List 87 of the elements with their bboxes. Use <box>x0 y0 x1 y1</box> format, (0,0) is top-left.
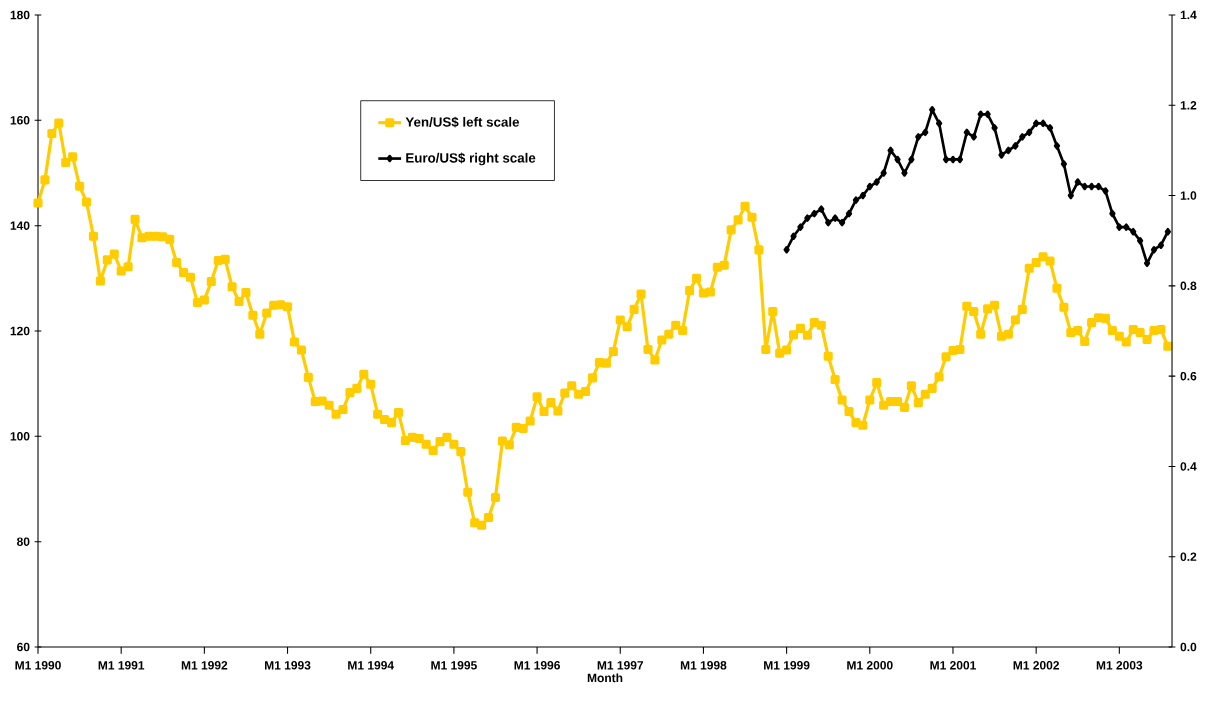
point <box>1102 187 1109 195</box>
x-tick-label: M1 2000 <box>847 661 893 670</box>
point <box>956 155 964 164</box>
point <box>1130 227 1137 236</box>
point <box>935 119 943 128</box>
point <box>866 182 873 191</box>
point <box>1046 124 1054 132</box>
x-tick-label: M1 1997 <box>597 661 644 670</box>
y2-tick-label: 0.4 <box>1180 462 1197 471</box>
point <box>790 232 797 240</box>
x-tick-label: M1 1992 <box>181 661 228 670</box>
x-tick-label: M1 1996 <box>514 661 560 670</box>
point <box>818 205 825 213</box>
legend-label: Euro/US$ right scale <box>406 152 536 166</box>
x-tick-label: M1 1990 <box>15 661 61 670</box>
point <box>1074 178 1081 186</box>
point <box>1053 142 1061 150</box>
y-tick-label: 160 <box>10 116 30 125</box>
point <box>1060 160 1068 168</box>
point <box>880 169 887 177</box>
point <box>963 128 970 137</box>
y2-tick-label: 0.0 <box>1180 642 1197 652</box>
point <box>998 151 1005 159</box>
point <box>977 110 984 119</box>
point <box>1039 119 1047 128</box>
point <box>832 214 839 222</box>
point <box>797 223 804 231</box>
x-tick-label: M1 1995 <box>431 661 477 670</box>
y-tick-label: 180 <box>10 10 30 20</box>
x-tick-label: M1 1991 <box>98 661 145 670</box>
point <box>1019 133 1026 141</box>
point <box>929 106 936 114</box>
point <box>1088 182 1095 191</box>
x-tick-label: M1 1998 <box>680 661 727 670</box>
point <box>894 155 901 164</box>
point <box>1116 223 1123 231</box>
point <box>1150 246 1158 254</box>
point <box>984 110 991 119</box>
x-tick-label: M1 1994 <box>348 661 394 670</box>
point <box>811 209 818 218</box>
legend-label: Yen/US$ left scale <box>405 116 520 128</box>
y2-tick-label: 1.0 <box>1180 191 1197 200</box>
point <box>887 146 894 155</box>
x-tick-label: M1 2003 <box>1096 661 1143 670</box>
y-tick-label: 80 <box>16 537 30 546</box>
point <box>825 218 832 227</box>
x-axis-title: Month <box>587 673 623 683</box>
point <box>949 155 957 164</box>
point <box>1109 209 1116 218</box>
point <box>1026 128 1033 137</box>
point <box>1123 223 1130 231</box>
point <box>859 191 867 200</box>
point <box>1033 119 1040 128</box>
y-tick-label: 60 <box>17 642 30 652</box>
point <box>1143 259 1151 268</box>
y2-tick-label: 0.6 <box>1180 371 1197 381</box>
point <box>1136 236 1144 245</box>
x-tick-label: M1 1999 <box>764 661 810 670</box>
point <box>845 209 853 218</box>
point <box>804 214 811 222</box>
point <box>783 246 790 254</box>
point <box>1095 182 1102 191</box>
y-tick-label: 100 <box>10 432 30 441</box>
point <box>991 124 998 132</box>
point <box>970 133 977 141</box>
point <box>873 178 880 186</box>
point <box>901 169 908 177</box>
point <box>1005 146 1012 155</box>
point <box>942 155 950 164</box>
y-tick-label: 140 <box>10 221 30 230</box>
y-tick-label: 120 <box>10 326 30 336</box>
x-tick-label: M1 2001 <box>930 661 976 670</box>
point <box>922 128 929 137</box>
point <box>1081 182 1088 191</box>
y2-tick-label: 0.8 <box>1180 281 1197 291</box>
point <box>838 218 846 227</box>
point <box>1164 227 1171 236</box>
point <box>908 155 915 164</box>
y2-tick-label: 1.4 <box>1180 10 1197 20</box>
y2-tick-label: 1.2 <box>1180 101 1197 110</box>
point <box>1012 142 1019 150</box>
point <box>1157 241 1165 249</box>
y2-tick-label: 0.2 <box>1180 552 1197 561</box>
point <box>852 196 860 204</box>
x-tick-label: M1 2002 <box>1013 661 1059 670</box>
point <box>915 133 922 141</box>
x-tick-label: M1 1993 <box>264 661 311 670</box>
